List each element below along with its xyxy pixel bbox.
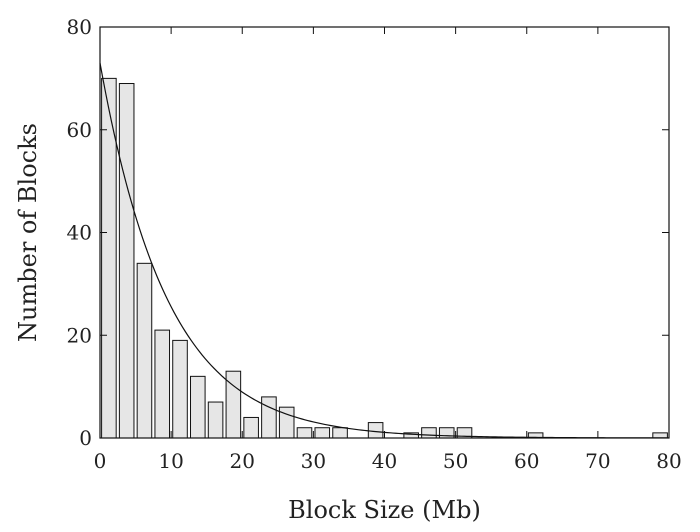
y-axis-title: Number of Blocks <box>14 123 42 342</box>
y-tick-label: 40 <box>67 221 92 245</box>
x-axis-title: Block Size (Mb) <box>288 496 481 524</box>
histogram-bar <box>652 432 668 439</box>
histogram-bar <box>207 401 224 439</box>
y-tick-label: 0 <box>79 426 92 450</box>
x-tick-label: 60 <box>514 449 539 473</box>
histogram-bar <box>314 427 331 439</box>
histogram-bar <box>421 427 437 439</box>
histogram-bar <box>118 83 135 439</box>
x-tick-label: 10 <box>158 449 183 473</box>
y-tick-label: 20 <box>67 323 92 347</box>
x-tick-label: 40 <box>372 449 397 473</box>
axis-ticks <box>99 26 670 439</box>
histogram-bar <box>190 375 206 439</box>
histogram-bar <box>172 339 188 439</box>
histogram-bar <box>296 427 313 439</box>
x-tick-label: 30 <box>301 449 326 473</box>
histogram-bar <box>154 329 171 439</box>
x-tick-label: 70 <box>585 449 610 473</box>
y-tick-label: 60 <box>67 118 92 142</box>
histogram-bar <box>261 396 277 439</box>
x-tick-label: 0 <box>94 449 107 473</box>
histogram-bar <box>367 422 384 439</box>
bars-group <box>101 77 668 439</box>
x-tick-label: 80 <box>656 449 681 473</box>
histogram-bar <box>243 416 259 439</box>
x-tick-labels: 0 10 20 30 40 50 60 70 80 <box>94 449 682 473</box>
y-tick-labels: 0 20 40 60 80 <box>67 15 92 450</box>
histogram-bar <box>332 427 348 439</box>
histogram-bar <box>136 262 153 439</box>
y-tick-label: 80 <box>67 15 92 39</box>
x-tick-label: 50 <box>443 449 468 473</box>
x-tick-label: 20 <box>230 449 255 473</box>
